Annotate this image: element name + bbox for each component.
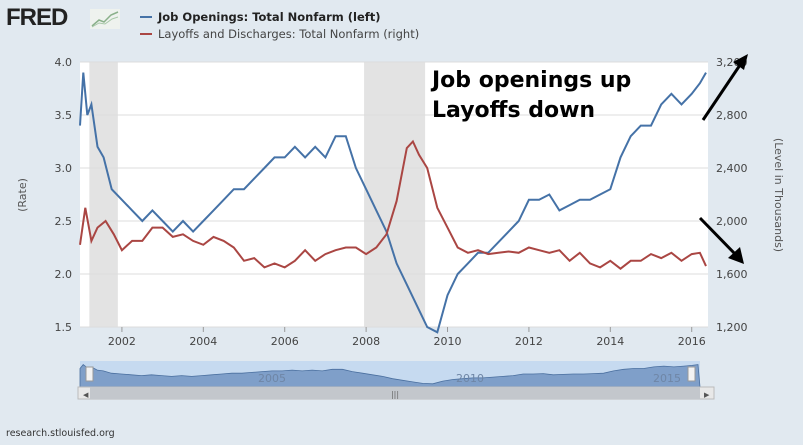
navigator-handle-left[interactable] [85, 366, 94, 382]
y-tick-right: 1,600 [716, 268, 748, 281]
x-tick-label: 2012 [515, 335, 543, 348]
legend-label: Layoffs and Discharges: Total Nonfarm (r… [158, 27, 420, 41]
navigator-series-area [79, 364, 701, 388]
legend-layoffs[interactable]: Layoffs and Discharges: Total Nonfarm (r… [140, 27, 419, 41]
x-tick-label: 2016 [678, 335, 706, 348]
source-text: research.stlouisfed.org [6, 428, 115, 439]
y-tick-right: 2,000 [716, 215, 748, 228]
scroll-left-icon[interactable]: ◀ [83, 391, 89, 399]
y-axis-right-label: (Level in Thousands) [772, 138, 785, 252]
legend-swatch-red [140, 33, 152, 35]
scrollbar-thumb[interactable] [90, 387, 700, 399]
arrow-down-icon [698, 216, 744, 264]
navigator-label-2010: 2010 [456, 372, 484, 385]
scrollbar-grip-icon: ||| [391, 390, 399, 399]
navigator-label-2015: 2015 [653, 372, 681, 385]
scroll-right-icon[interactable]: ▶ [704, 391, 710, 399]
y-tick-left: 1.5 [55, 321, 73, 334]
y-tick-left: 4.0 [55, 56, 73, 69]
recession-shading [89, 62, 118, 327]
legend-swatch-blue [140, 16, 152, 18]
layoffs-series-line [79, 139, 707, 270]
chart-plot: 1.5 1,200 2.0 1,600 2.5 2,000 3.0 2,400 3.5 2,800… [16, 54, 785, 348]
fred-logo-chart-icon [90, 9, 120, 29]
arrow-up-icon [701, 54, 748, 121]
x-tick-label: 2004 [189, 335, 217, 348]
y-tick-right: 2,400 [716, 162, 748, 175]
y-tick-right: 2,800 [716, 109, 748, 122]
legend-job-openings[interactable]: Job Openings: Total Nonfarm (left) [140, 10, 381, 24]
job-openings-series-line [79, 72, 707, 334]
x-tick-label: 2002 [108, 335, 136, 348]
x-tick-label: 2010 [434, 335, 462, 348]
fred-logo: FRED [6, 4, 68, 31]
navigator-handle-right[interactable] [687, 366, 696, 382]
x-tick-label: 2008 [352, 335, 380, 348]
x-tick-label: 2006 [271, 335, 299, 348]
y-tick-left: 2.5 [55, 215, 73, 228]
navigator-label-2005: 2005 [258, 372, 286, 385]
legend-label: Job Openings: Total Nonfarm (left) [158, 10, 381, 24]
y-tick-left: 3.0 [55, 162, 73, 175]
y-tick-left: 2.0 [55, 268, 73, 281]
y-tick-left: 3.5 [55, 109, 73, 122]
recession-shading [364, 62, 426, 327]
y-axis-left-label: (Rate) [16, 178, 29, 212]
navigator[interactable]: 2005 2010 2015 ||| ◀ ▶ [0, 355, 803, 405]
y-tick-right: 1,200 [716, 321, 748, 334]
x-tick-label: 2014 [596, 335, 624, 348]
annotation-line1: Job openings up [430, 68, 631, 93]
annotation-line2: Layoffs down [432, 98, 595, 123]
